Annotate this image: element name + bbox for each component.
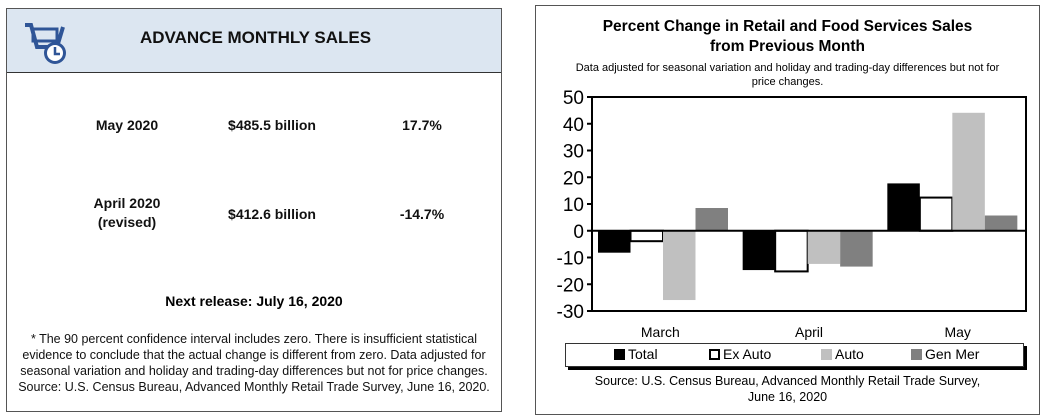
row-label: May 2020 bbox=[95, 117, 159, 133]
chart-source: Source: U.S. Census Bureau, Advanced Mon… bbox=[594, 374, 981, 404]
legend-swatch bbox=[709, 348, 720, 360]
row-sublabel: (revised) bbox=[97, 214, 157, 230]
y-tick-label: 30 bbox=[563, 142, 584, 163]
next-release: Next release: July 16, 2020 bbox=[165, 293, 343, 309]
bar-gen-mer bbox=[840, 230, 873, 267]
bar-gen-mer bbox=[695, 208, 728, 231]
bar-total bbox=[887, 183, 920, 231]
legend-swatch bbox=[821, 348, 832, 360]
row-change: 17.7% bbox=[402, 117, 442, 133]
row-amount: $485.5 billion bbox=[228, 117, 316, 133]
x-tick-label: May bbox=[944, 324, 970, 340]
chart-legend: Total Ex Auto Auto Gen Mer bbox=[565, 343, 1024, 367]
footnote: * The 90 percent confidence interval inc… bbox=[18, 332, 490, 394]
row-change: -14.7% bbox=[399, 206, 445, 222]
bar-auto bbox=[807, 230, 841, 264]
legend-label: Ex Auto bbox=[723, 346, 772, 362]
bar-ex-auto bbox=[918, 196, 954, 232]
panel-header: ADVANCE MONTHLY SALES bbox=[7, 9, 501, 73]
y-tick-label: -10 bbox=[557, 249, 584, 270]
chart-subtitle: Data adjusted for seasonal variation and… bbox=[575, 62, 1000, 88]
bar-ex-auto bbox=[629, 229, 664, 243]
bar-chart: 50 40 30 20 10 0 -10 -20 -30 March April May bbox=[557, 88, 1027, 340]
chart-title: Percent Change in Retail and Food Servic… bbox=[602, 18, 973, 55]
row-amount: $412.6 billion bbox=[228, 206, 316, 222]
y-tick-label: -20 bbox=[557, 275, 584, 296]
legend-swatch bbox=[614, 348, 625, 360]
advance-monthly-sales-panel: ADVANCE MONTHLY SALES May 2020 $485.5 bi… bbox=[6, 8, 502, 412]
bar-total bbox=[742, 230, 776, 271]
bar-auto bbox=[952, 112, 985, 231]
panel-title: ADVANCE MONTHLY SALES bbox=[140, 28, 372, 47]
bar-gen-mer bbox=[984, 215, 1018, 231]
legend-label: Gen Mer bbox=[925, 346, 980, 362]
legend-item-auto: Auto bbox=[821, 346, 864, 362]
y-tick-label: 20 bbox=[563, 168, 584, 189]
legend-label: Auto bbox=[835, 346, 864, 362]
shopping-cart-clock-icon bbox=[25, 23, 66, 64]
legend-item-total: Total bbox=[614, 346, 658, 362]
y-tick-label: -30 bbox=[557, 302, 584, 323]
x-tick-label: March bbox=[641, 324, 680, 340]
chart-panel: Percent Change in Retail and Food Servic… bbox=[535, 5, 1040, 415]
y-tick-label: 10 bbox=[563, 195, 584, 216]
row-label: April 2020 bbox=[93, 195, 161, 211]
legend-label: Total bbox=[628, 346, 658, 362]
x-tick-label: April bbox=[795, 324, 823, 340]
legend-swatch bbox=[911, 348, 922, 360]
bar-ex-auto bbox=[774, 229, 809, 273]
y-tick-label: 0 bbox=[573, 222, 584, 243]
bar-auto bbox=[663, 230, 696, 301]
y-tick-label: 50 bbox=[563, 88, 584, 109]
legend-item-gen-mer: Gen Mer bbox=[911, 346, 979, 362]
y-tick-label: 40 bbox=[563, 115, 584, 136]
bar-total bbox=[598, 230, 631, 253]
legend-item-ex-auto: Ex Auto bbox=[709, 346, 771, 362]
